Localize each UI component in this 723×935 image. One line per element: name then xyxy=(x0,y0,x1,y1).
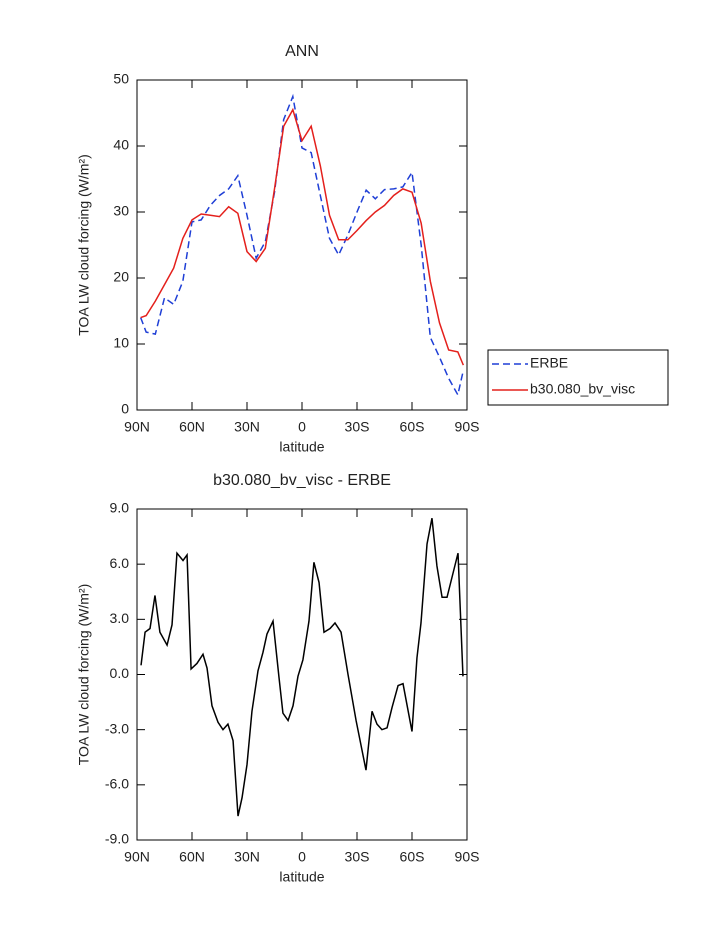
legend-label: b30.080_bv_visc xyxy=(530,381,635,397)
data-line xyxy=(140,107,465,366)
y-tick-label: -6.0 xyxy=(105,776,129,792)
y-tick-label: 0.0 xyxy=(110,665,130,681)
y-tick-label: 6.0 xyxy=(110,555,130,571)
x-tick-label: 90N xyxy=(124,849,150,865)
legend-label: ERBE xyxy=(530,355,568,371)
x-tick-label: 30S xyxy=(345,849,370,865)
y-tick-label: -3.0 xyxy=(105,720,129,736)
y-tick-label: 10 xyxy=(113,335,129,351)
data-line xyxy=(139,93,465,397)
x-tick-label: 60N xyxy=(179,419,205,435)
x-tick-label: 30N xyxy=(234,849,260,865)
x-tick-label: 0 xyxy=(298,419,306,435)
y-tick-label: 3.0 xyxy=(110,610,130,626)
x-tick-label: 60N xyxy=(179,849,205,865)
y-tick-label: -9.0 xyxy=(105,831,129,847)
x-axis-label: latitude xyxy=(279,439,324,455)
legend-box xyxy=(487,349,669,406)
x-tick-label: 60S xyxy=(400,849,425,865)
x-tick-label: 90S xyxy=(455,419,480,435)
chart-title: ANN xyxy=(285,43,319,60)
y-tick-label: 40 xyxy=(113,137,129,153)
data-line xyxy=(140,518,464,817)
y-tick-label: 20 xyxy=(113,269,129,285)
x-tick-label: 90S xyxy=(455,849,480,865)
y-tick-label: 50 xyxy=(113,71,129,87)
chart-title: b30.080_bv_visc - ERBE xyxy=(213,472,391,489)
y-axis-label: TOA LW cloud forcing (W/m²) xyxy=(76,584,92,766)
x-axis-label: latitude xyxy=(279,869,324,885)
y-tick-label: 9.0 xyxy=(110,500,130,516)
x-tick-label: 30N xyxy=(234,419,260,435)
x-tick-label: 0 xyxy=(298,849,306,865)
x-tick-label: 30S xyxy=(345,419,370,435)
y-tick-label: 0 xyxy=(121,401,129,417)
y-axis-label: TOA LW cloud forcing (W/m²) xyxy=(76,154,92,336)
x-tick-label: 60S xyxy=(400,419,425,435)
plot-frame xyxy=(136,79,468,411)
x-tick-label: 90N xyxy=(124,419,150,435)
y-tick-label: 30 xyxy=(113,203,129,219)
